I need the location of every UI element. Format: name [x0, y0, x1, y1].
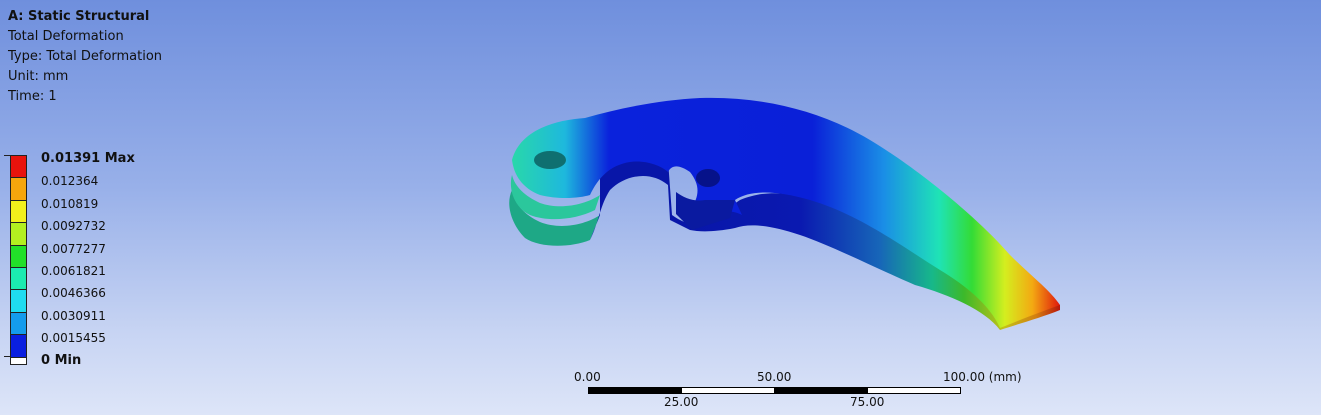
analysis-title: A: Static Structural: [8, 9, 150, 24]
result-unit: Unit: mm: [8, 69, 69, 84]
legend-swatch: [10, 222, 27, 245]
scale-label-100: 100.00 (mm): [943, 370, 1022, 384]
scale-label-25: 25.00: [664, 395, 699, 409]
scale-label-75: 75.00: [850, 395, 885, 409]
legend-min-tick: [4, 356, 10, 357]
scale-bar: 0.00 50.00 100.00 (mm) 25.00 75.00: [560, 368, 1040, 413]
legend-swatch: [10, 334, 27, 357]
legend-swatch: [10, 199, 27, 223]
legend-swatch: [10, 266, 27, 290]
notch-inner-face: [676, 192, 735, 230]
scale-segment: [588, 387, 682, 394]
legend-level-label: 0.012364: [41, 174, 99, 189]
legend-max-tick: [4, 155, 10, 156]
result-type: Type: Total Deformation: [8, 49, 163, 64]
scale-segment: [867, 387, 961, 394]
legend-level-label: 0.0061821: [41, 263, 106, 278]
part-top-face: [512, 97, 1060, 328]
legend-level-label: 0.0077277: [41, 241, 106, 256]
legend-swatch: [10, 244, 27, 267]
legend-swatch: [10, 289, 27, 312]
legend-swatch: [10, 177, 27, 200]
legend-swatch: [10, 311, 27, 335]
legend-level-label: 0.0030911: [41, 308, 106, 323]
scale-segment: [681, 387, 775, 394]
lug-middle-layer: [510, 175, 600, 220]
legend-level-label: 0.0092732: [41, 219, 106, 234]
result-name: Total Deformation: [8, 29, 124, 44]
lug-lower-side: [509, 190, 600, 246]
part-side-face: [590, 160, 1060, 330]
legend-min-swatch: [10, 356, 27, 365]
scale-segment: [774, 387, 868, 394]
legend-max-label: 0.01391 Max: [41, 151, 135, 166]
legend-swatch: [10, 155, 27, 178]
legend-level-label: 0.0015455: [41, 331, 106, 346]
legend-min-label: 0 Min: [41, 352, 82, 368]
legend-labels: 0.01391 Max 0.012364 0.010819 0.0092732 …: [41, 148, 135, 372]
legend-level-label: 0.0046366: [41, 286, 106, 301]
result-time: Time: 1: [8, 89, 57, 104]
scale-label-50: 50.00: [757, 370, 792, 384]
pin-hole-left: [534, 151, 566, 169]
result-info: A: Static Structural Total Deformation T…: [8, 7, 162, 107]
legend-color-bar: [4, 155, 27, 365]
scale-label-0: 0.00: [574, 370, 601, 384]
pin-hole-center: [696, 169, 720, 187]
legend-level-label: 0.010819: [41, 196, 99, 211]
